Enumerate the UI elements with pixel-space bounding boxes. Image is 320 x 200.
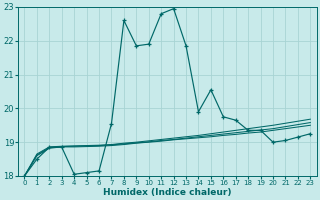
X-axis label: Humidex (Indice chaleur): Humidex (Indice chaleur) [103,188,232,197]
